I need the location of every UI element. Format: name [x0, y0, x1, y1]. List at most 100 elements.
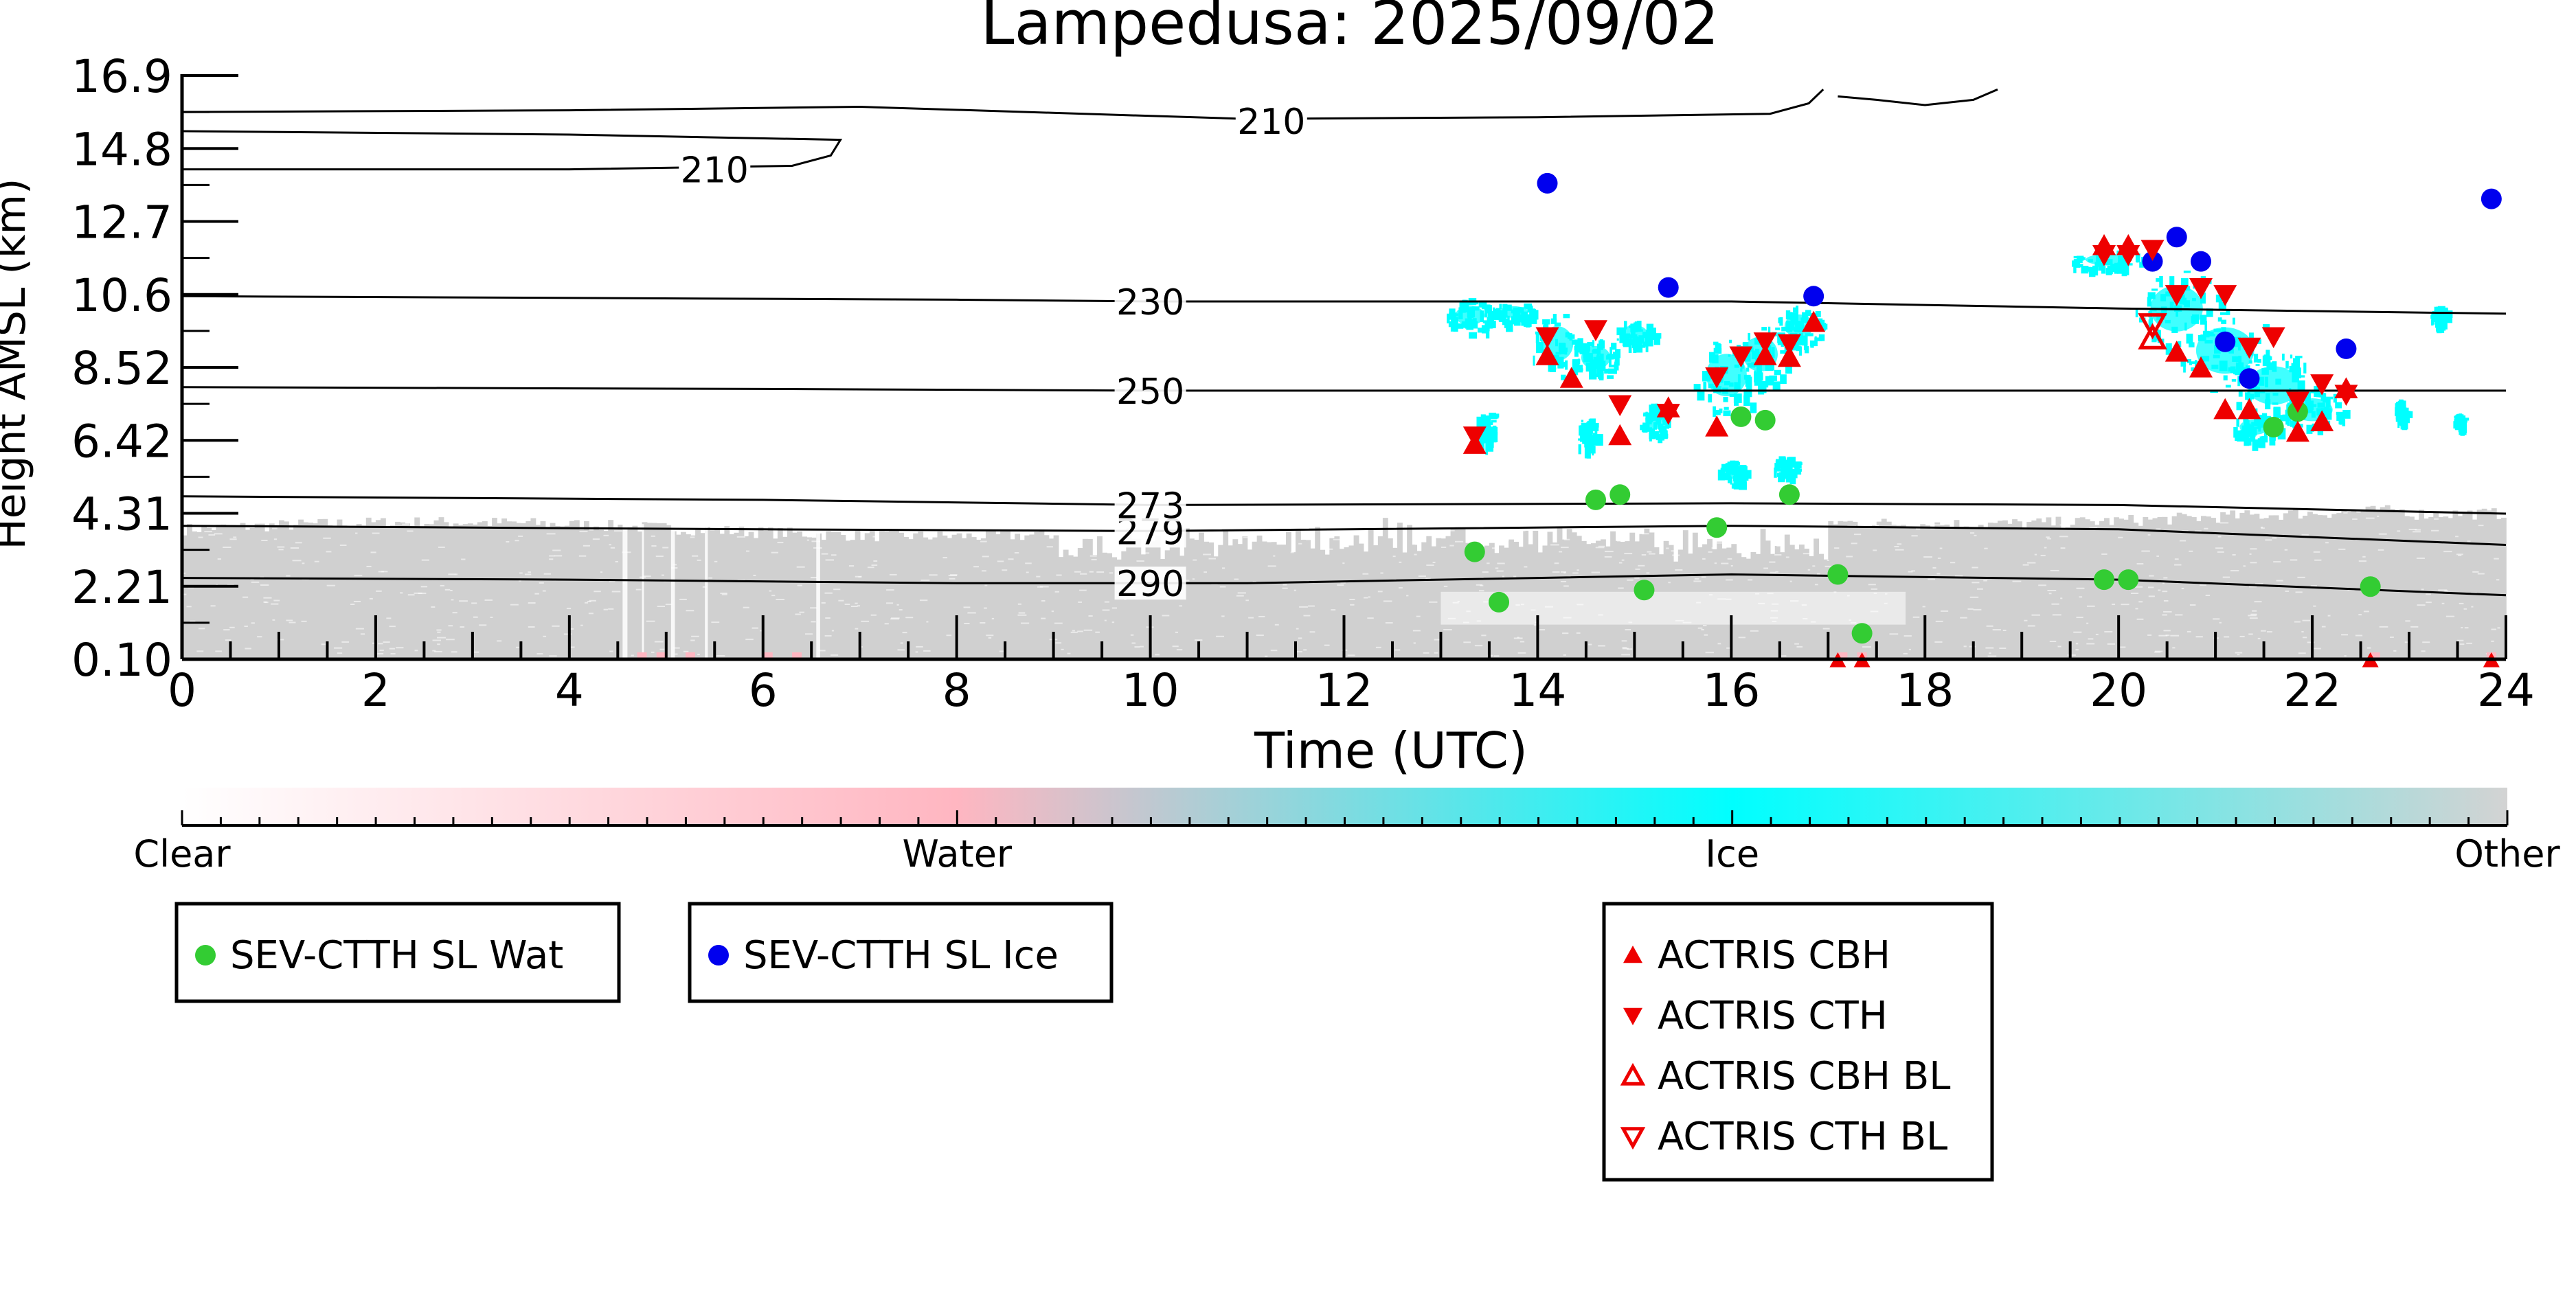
other-classification-column [2438, 517, 2444, 659]
other-classification-column [1199, 532, 1204, 659]
texture-speckle [1668, 582, 1671, 584]
ice-speckle [2403, 408, 2408, 418]
ice-speckle [2189, 361, 2193, 365]
other-classification-column [574, 520, 580, 659]
other-classification-column [637, 531, 643, 659]
other-classification-column [2380, 507, 2386, 659]
texture-speckle [855, 575, 862, 578]
other-classification-column [1881, 518, 1887, 659]
other-classification-column [719, 534, 725, 659]
sev-ctth-sl-ice-marker [2166, 227, 2187, 248]
texture-speckle [1554, 562, 1559, 564]
texture-speckle [350, 604, 355, 606]
other-classification-column [462, 524, 468, 659]
texture-speckle [1862, 646, 1871, 648]
texture-speckle [622, 582, 625, 584]
texture-speckle [354, 575, 363, 577]
texture-speckle [2095, 633, 2099, 635]
ice-speckle [2262, 323, 2270, 328]
other-classification-column [2171, 516, 2178, 659]
other-classification-column [2491, 508, 2497, 659]
other-classification-column [526, 521, 532, 659]
other-classification-column [211, 529, 217, 659]
actris-cth-marker [2213, 285, 2237, 306]
texture-speckle [452, 612, 457, 614]
other-classification-column [2394, 512, 2400, 659]
texture-speckle [432, 639, 441, 641]
texture-speckle [2297, 576, 2305, 578]
chart-title: Lampedusa: 2025/09/02 [981, 0, 1719, 58]
texture-speckle [1134, 646, 1140, 648]
ice-speckle [1732, 461, 1741, 466]
texture-speckle [1026, 571, 1029, 573]
texture-speckle [2135, 608, 2138, 610]
texture-speckle [1726, 579, 1733, 581]
texture-speckle [1416, 532, 1424, 534]
texture-speckle [594, 591, 601, 593]
texture-speckle [407, 530, 414, 532]
other-classification-column [249, 527, 256, 659]
texture-speckle [518, 535, 523, 537]
texture-speckle [2404, 641, 2409, 643]
texture-speckle [1021, 622, 1030, 624]
other-classification-column [554, 525, 561, 659]
texture-speckle [1155, 654, 1160, 656]
other-classification-column [395, 521, 400, 659]
texture-speckle [2416, 557, 2425, 559]
other-classification-column [327, 525, 333, 659]
other-classification-column [1271, 542, 1277, 659]
ice-speckle [1715, 343, 1721, 353]
texture-speckle [334, 647, 343, 649]
texture-speckle [1591, 571, 1600, 573]
ice-speckle [1448, 321, 1456, 328]
texture-speckle [2162, 614, 2168, 616]
other-classification-column [729, 534, 735, 659]
texture-speckle [1638, 564, 1645, 567]
ice-speckle [1578, 438, 1585, 441]
texture-speckle [1418, 575, 1426, 578]
texture-speckle [436, 637, 446, 639]
texture-speckle [1375, 646, 1381, 648]
other-classification-column [1280, 545, 1287, 659]
other-classification-column [303, 522, 309, 659]
texture-speckle [690, 639, 695, 641]
texture-speckle [1054, 622, 1063, 624]
texture-speckle [204, 531, 212, 533]
texture-speckle [323, 537, 331, 539]
texture-speckle [2040, 554, 2046, 556]
texture-speckle [1625, 628, 1631, 630]
other-classification-column [2046, 517, 2052, 659]
ice-speckle [1713, 406, 1716, 418]
texture-speckle [1111, 621, 1115, 624]
texture-speckle [833, 589, 841, 591]
ice-speckle [2265, 399, 2271, 410]
texture-speckle [1067, 652, 1071, 654]
texture-speckle [353, 601, 361, 603]
texture-speckle [1333, 538, 1340, 540]
texture-speckle [1985, 647, 1994, 649]
other-classification-column [356, 524, 362, 659]
other-classification-column [894, 530, 899, 659]
texture-speckle [1974, 534, 1977, 536]
ice-speckle [1588, 439, 1593, 446]
ice-speckle [1492, 432, 1497, 443]
other-classification-column [2007, 523, 2013, 659]
other-classification-column [1223, 530, 1229, 659]
other-classification-column [685, 534, 691, 659]
texture-speckle [2250, 562, 2257, 564]
other-classification-column [2292, 510, 2298, 659]
texture-speckle [691, 635, 699, 637]
ice-speckle [1642, 424, 1650, 432]
ice-speckle [2257, 358, 2261, 363]
texture-speckle [1642, 533, 1649, 535]
texture-speckle [1091, 558, 1097, 560]
texture-speckle [1367, 617, 1374, 619]
texture-speckle [2187, 630, 2191, 632]
texture-speckle [1283, 584, 1287, 586]
other-classification-column [642, 522, 648, 659]
texture-speckle [1493, 655, 1500, 657]
ice-speckle [1732, 476, 1738, 481]
texture-speckle [2377, 549, 2384, 551]
sev-ctth-sl-wat-marker [1778, 484, 1800, 505]
ice-speckle [1761, 327, 1767, 331]
